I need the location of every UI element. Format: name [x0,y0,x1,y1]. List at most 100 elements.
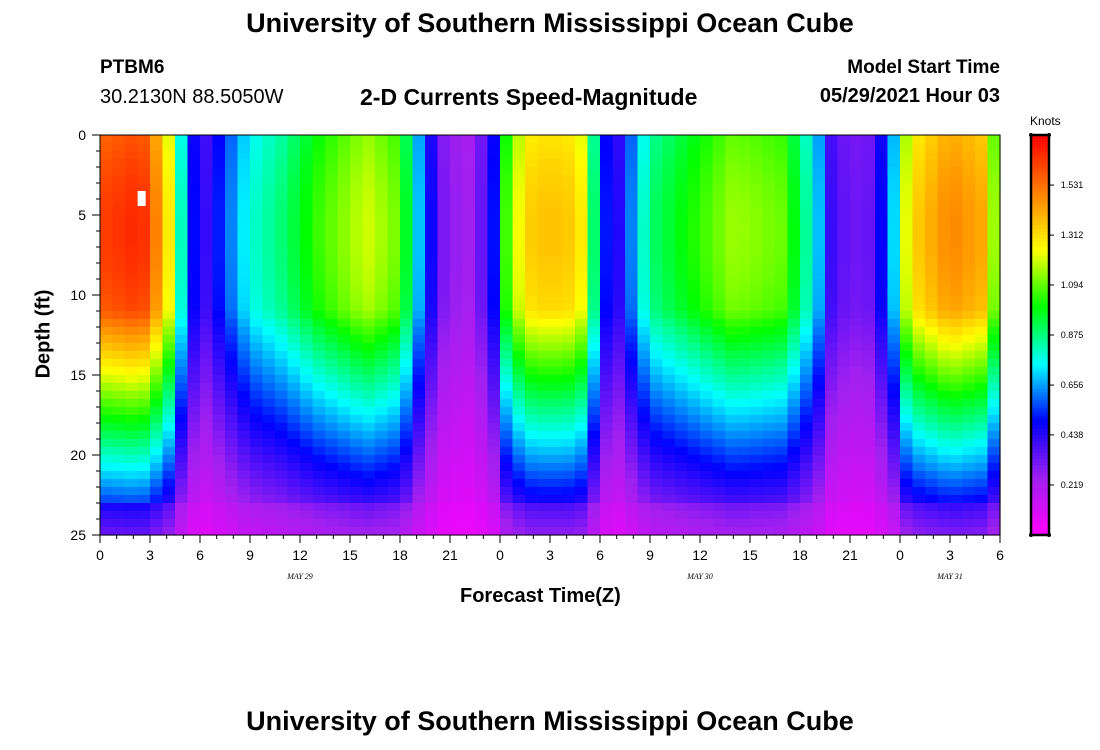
heatmap-cell [425,439,439,448]
heatmap-cell [700,415,714,424]
heatmap-cell [925,303,939,312]
heatmap-cell [825,367,839,376]
heatmap-cell [575,351,589,360]
heatmap-cell [837,311,851,320]
heatmap-cell [762,279,776,288]
heatmap-cell [175,335,189,344]
heatmap-cell [375,351,389,360]
heatmap-cell [237,327,251,336]
heatmap-cell [837,415,851,424]
heatmap-cell [162,423,176,432]
heatmap-cell [387,159,401,168]
heatmap-cell [812,327,826,336]
colorbar-segment [1031,385,1049,389]
heatmap-cell [375,255,389,264]
heatmap-cell [200,159,214,168]
heatmap-cell [962,191,976,200]
heatmap-cell [350,415,364,424]
heatmap-cell [375,511,389,520]
x-tick-label: 0 [96,547,104,563]
heatmap-cell [637,399,651,408]
heatmap-cell [512,407,526,416]
heatmap-cell [550,191,564,200]
colorbar-segment [1031,481,1049,486]
heatmap-cell [612,239,626,248]
heatmap-cell [262,431,276,440]
heatmap-cell [112,215,126,224]
heatmap-cell [412,439,426,448]
heatmap-cell [462,399,476,408]
heatmap-cell [637,391,651,400]
heatmap-cell [900,375,914,384]
heatmap-cell [887,367,901,376]
heatmap-cell [937,343,951,352]
heatmap-cell [175,319,189,328]
heatmap-cell [250,319,264,328]
heatmap-cell [225,303,239,312]
heatmap-cell [187,303,201,312]
heatmap-cell [850,415,864,424]
heatmap-cell [412,167,426,176]
heatmap-cell [375,287,389,296]
heatmap-cell [925,415,939,424]
heatmap-cell [587,151,601,160]
heatmap-cell [212,407,226,416]
heatmap-cell [900,431,914,440]
heatmap-cell [700,239,714,248]
heatmap-cell [137,423,151,432]
heatmap-cell [987,359,1001,368]
heatmap-cell [462,351,476,360]
heatmap-cell [525,303,539,312]
heatmap-cell [262,319,276,328]
heatmap-cell [675,375,689,384]
heatmap-cell [750,271,764,280]
heatmap-cell [737,303,751,312]
heatmap-cell [200,175,214,184]
heatmap-cell [937,375,951,384]
heatmap-cell [425,471,439,480]
heatmap-cell [950,399,964,408]
heatmap-cell [850,287,864,296]
heatmap-cell [625,447,639,456]
heatmap-cell [675,487,689,496]
y-tick-label: 25 [70,527,86,543]
heatmap-cell [525,471,539,480]
heatmap-cell [775,191,789,200]
heatmap-cell [500,383,514,392]
heatmap-cell [750,231,764,240]
heatmap-cell [275,215,289,224]
heatmap-cell [962,215,976,224]
heatmap-cell [725,143,739,152]
heatmap-cell [687,431,701,440]
heatmap-cell [662,423,676,432]
heatmap-cell [962,247,976,256]
heatmap-cell [700,367,714,376]
heatmap-cell [175,311,189,320]
heatmap-cell [250,503,264,512]
heatmap-cell [587,223,601,232]
heatmap-cell [275,239,289,248]
heatmap-cell [175,223,189,232]
heatmap-cell [287,191,301,200]
heatmap-cell [300,519,314,528]
heatmap-cell [475,463,489,472]
heatmap-cell [712,239,726,248]
heatmap-cell [987,239,1001,248]
heatmap-cell [600,175,614,184]
heatmap-cell [100,383,114,392]
heatmap-cell [800,439,814,448]
heatmap-cell [137,519,151,528]
x-tick-label: 9 [646,547,654,563]
heatmap-cell [512,183,526,192]
heatmap-cell [750,303,764,312]
heatmap-cell [287,335,301,344]
heatmap-cell [950,495,964,504]
heatmap-cell [737,263,751,272]
heatmap-cell [612,191,626,200]
heatmap-cell [937,303,951,312]
heatmap-cell [987,207,1001,216]
heatmap-cell [950,471,964,480]
heatmap-cell [250,295,264,304]
heatmap-cell [925,319,939,328]
heatmap-cell [725,287,739,296]
